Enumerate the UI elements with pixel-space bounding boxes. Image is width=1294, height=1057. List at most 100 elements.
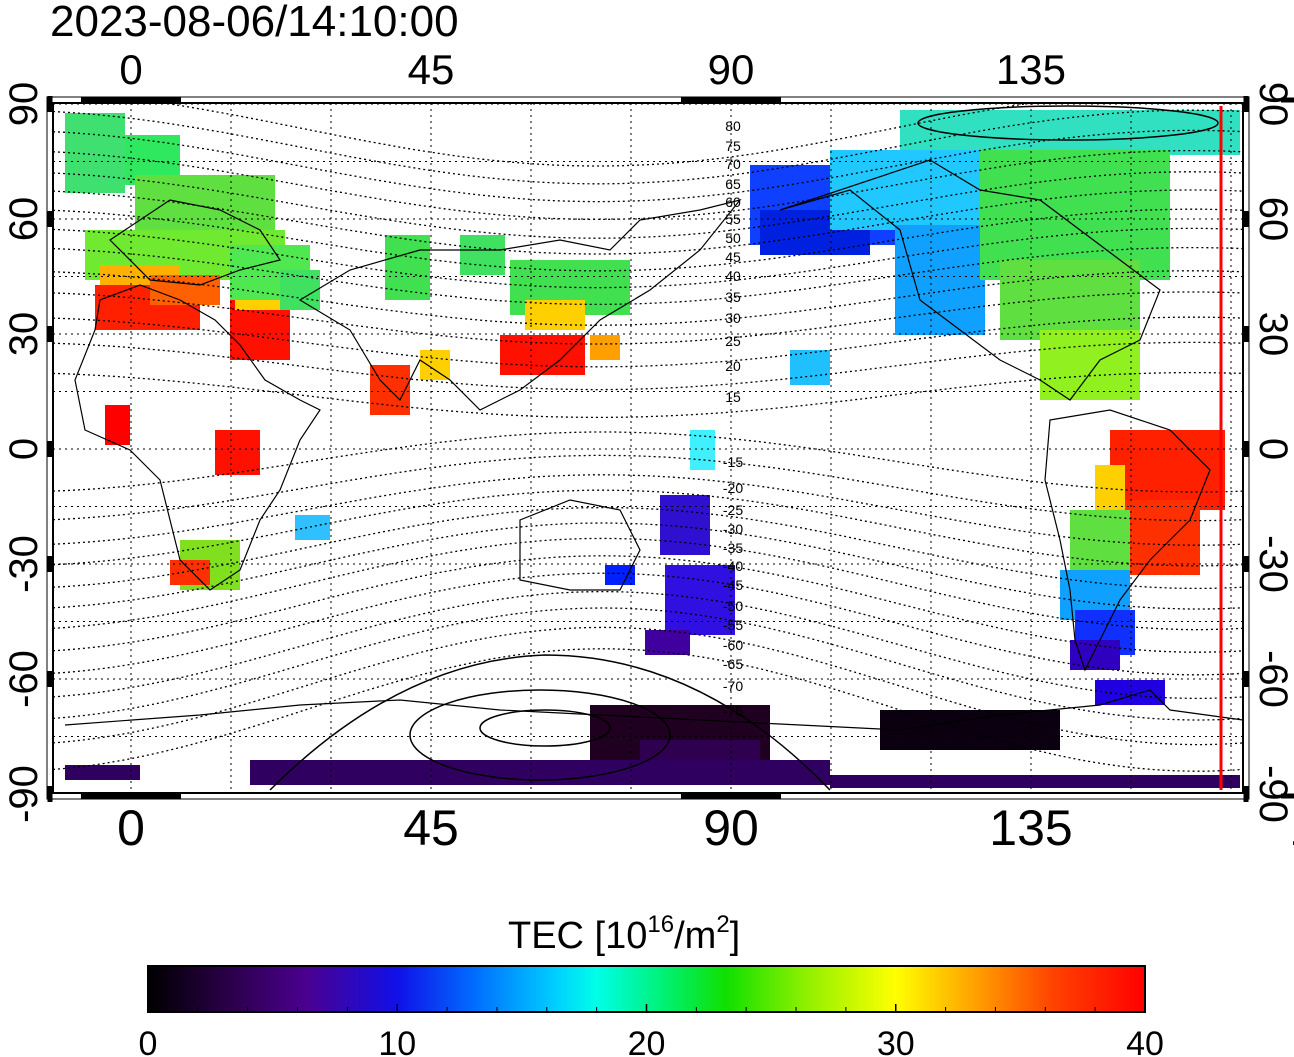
y-left-tick-label: -60	[2, 650, 46, 708]
contour-label-north: 25	[725, 333, 741, 349]
map-plot-area: 8075706560555045403530252015-15-20-25-30…	[46, 96, 1294, 802]
colorbar-ticks: 0 10 20 30 40	[139, 1004, 1164, 1057]
tec-cell-region	[215, 430, 260, 475]
y-right-tick-label: -60	[1251, 650, 1294, 708]
tec-cell-region	[665, 565, 735, 635]
tec-cell-region	[1000, 260, 1140, 340]
contour-label-south: -50	[723, 598, 743, 614]
tec-cell-region	[135, 175, 275, 235]
tec-cell-region	[500, 335, 585, 375]
tec-cell-region	[460, 235, 505, 275]
y-axis-right-labels: 90 60 30 0 -30 -60 -90	[1251, 82, 1294, 823]
tec-cell-region	[1120, 500, 1200, 575]
contour-south	[53, 572, 1243, 676]
contour-label-north: 35	[725, 289, 741, 305]
tec-cell-region	[900, 110, 1240, 155]
contour-north	[53, 109, 1243, 185]
y-left-tick-label: -90	[2, 765, 46, 823]
contour-south	[53, 590, 1243, 700]
tec-cell-region	[1095, 465, 1125, 515]
contour-north	[53, 341, 1243, 391]
tec-cell-region	[150, 275, 220, 305]
colorbar-tick-label: 10	[378, 1025, 416, 1057]
contour-label-north: 70	[725, 156, 741, 172]
contour-label-north: 60	[725, 194, 741, 210]
contour-north	[53, 149, 1243, 221]
contour-label-south: -55	[723, 617, 743, 633]
contour-south	[53, 648, 1243, 772]
tec-cell-region	[65, 113, 125, 193]
colorbar-tick-label: 30	[877, 1025, 915, 1057]
y-left-tick-label: 90	[2, 82, 46, 127]
tec-cell-region	[295, 515, 330, 540]
contour-north	[159, 103, 1036, 167]
contour-label-north: 50	[725, 230, 741, 246]
contour-label-south: -75	[723, 703, 743, 719]
map-frame	[52, 102, 1244, 794]
contour-label-south: -30	[723, 521, 743, 537]
tec-cell-region	[250, 760, 830, 785]
contour-south	[53, 489, 1243, 567]
tec-cell-region	[895, 225, 985, 335]
coastline-path	[519, 499, 641, 591]
contour-label-north: 40	[725, 268, 741, 284]
x-bottom-tick-label: 45	[403, 800, 459, 856]
magnetic-latitude-contours	[53, 103, 1243, 791]
contour-label-north: 45	[725, 249, 741, 265]
contour-south	[53, 474, 1243, 546]
tec-cell-region	[105, 405, 130, 445]
contour-label-north: 30	[725, 310, 741, 326]
x-top-tick-label: 0	[119, 46, 142, 93]
contour-north	[53, 129, 1243, 203]
contour-label-south: -15	[723, 454, 743, 470]
contour-label-south: -20	[723, 480, 743, 496]
y-right-tick-label: 60	[1251, 197, 1294, 242]
y-right-tick-label: 90	[1251, 82, 1294, 127]
tec-cell-region	[1040, 330, 1140, 400]
x-top-tick-label: 90	[708, 46, 755, 93]
coastline-path	[109, 199, 281, 286]
y-right-tick-label: 30	[1251, 312, 1294, 357]
coastline-path	[298, 198, 742, 411]
coastline-path	[74, 284, 321, 591]
contour-south	[53, 522, 1243, 610]
y-left-tick-label: 0	[2, 438, 46, 460]
contour-label-south: -25	[723, 502, 743, 518]
tec-cell-region	[590, 335, 620, 360]
coastline-path	[1044, 409, 1211, 672]
contour-label-north: 65	[725, 176, 741, 192]
x-top-tick-label: 135	[996, 46, 1066, 93]
contour-label-south: -70	[723, 678, 743, 694]
tec-cell-region	[420, 350, 450, 380]
tec-data-cells	[65, 110, 1240, 788]
contour-north-pole	[917, 105, 1219, 141]
contour-north	[53, 171, 1243, 239]
x-top-tick-label: 45	[408, 46, 455, 93]
tec-cell-region	[65, 765, 140, 780]
contour-label-north: 20	[725, 358, 741, 374]
y-right-tick-label: 0	[1251, 438, 1294, 460]
tec-cell-region	[790, 350, 830, 385]
contour-label-north: 75	[725, 138, 741, 154]
contour-south	[53, 537, 1243, 631]
contour-label-south: -35	[723, 540, 743, 556]
contour-label-north: 80	[725, 118, 741, 134]
y-left-tick-label: 30	[2, 312, 46, 357]
contour-label-north: 15	[725, 389, 741, 405]
contour-north	[53, 316, 1243, 368]
tec-cell-region	[690, 430, 715, 470]
tec-cell-region	[980, 150, 1170, 280]
colorbar: TEC [1016/m2] 0 10 20 30 40	[139, 911, 1164, 1057]
map-outer-frame	[46, 96, 1250, 800]
x-bottom-tick-label: 0	[117, 800, 145, 856]
y-axis-left-labels: 90 60 30 0 -30 -60 -90	[2, 82, 46, 823]
tec-cell-region	[880, 710, 1060, 750]
colorbar-tick-label: 40	[1126, 1025, 1164, 1057]
coastlines	[64, 159, 1243, 731]
coastline-path	[779, 159, 1161, 401]
tec-cell-region	[645, 630, 690, 655]
y-left-tick-label: 60	[2, 197, 46, 242]
tec-cell-region	[1110, 430, 1225, 510]
y-left-tick-label: -30	[2, 535, 46, 593]
